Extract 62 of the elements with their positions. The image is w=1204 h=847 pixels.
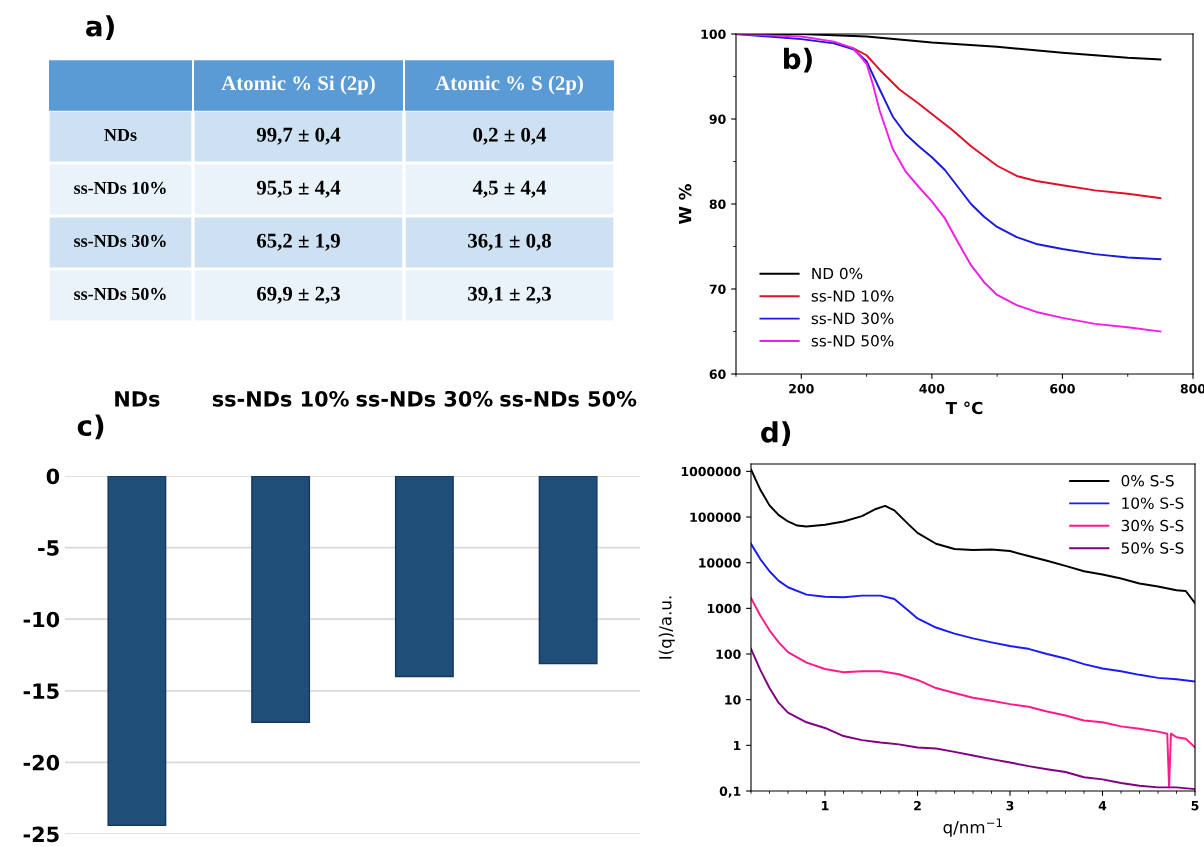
y-tick-label: 70: [709, 284, 726, 294]
legend-label: 0% S-S: [1121, 474, 1174, 487]
y-tick-label: -5: [38, 540, 59, 556]
x-tick-label: ss-NDs 30%: [356, 390, 493, 407]
y-tick-label: -10: [23, 611, 60, 628]
x-tick-label: ss-NDs 50%: [500, 390, 637, 407]
x-tick-label: 4: [1098, 801, 1107, 811]
y-axis-title: W %: [678, 184, 692, 224]
legend-label: ss-ND 50%: [811, 335, 894, 347]
y-tick-label: 1000: [707, 603, 741, 614]
x-tick-label: 3: [1006, 800, 1014, 811]
y-tick-label: 0: [46, 468, 60, 485]
text: 99,7 ± 0,4: [256, 127, 341, 145]
x-tick-label: 2: [914, 800, 921, 811]
y-tick-label: -20: [23, 754, 60, 771]
y-tick-label: -25: [23, 826, 59, 843]
category-label: ss-NDs 10%: [74, 181, 166, 195]
text: 65,2 ± 1,9: [257, 233, 340, 251]
category-label: ss-NDs 50%: [74, 287, 166, 301]
chart-title: d): [761, 421, 791, 446]
legend-label: ss-ND 10%: [811, 290, 894, 302]
text: 36,1 ± 0,8: [468, 233, 551, 251]
chart-title: b): [784, 47, 812, 73]
x-tick-label: NDs: [115, 391, 160, 407]
x-tick-label: 600: [1050, 383, 1075, 394]
y-tick-label: -15: [23, 683, 59, 700]
text: 0,2 ± 0,4: [473, 127, 547, 145]
x-axis-title: q/nm$^{−1}$: [943, 818, 1002, 837]
y-tick-label: 90: [709, 114, 726, 124]
text: a): [86, 15, 114, 40]
category-label: Atomic % Si (2p): [221, 75, 375, 95]
y-tick-label: 100: [716, 649, 741, 659]
text: 4,5 ± 4,4: [472, 180, 547, 198]
x-axis-title: T °C: [945, 401, 983, 415]
x-tick-label: 5: [1191, 801, 1199, 811]
text: 39,1 ± 2,3: [468, 286, 551, 304]
x-tick-label: 200: [789, 383, 814, 394]
legend-label: 10% S-S: [1122, 497, 1184, 509]
x-tick-label: 400: [919, 383, 945, 394]
chart-title: c): [77, 414, 104, 440]
text: 95,5 ± 4,4: [256, 180, 341, 198]
y-tick-label: 100: [701, 29, 726, 39]
y-tick-label: 0,1: [719, 786, 741, 798]
category-label: NDs: [104, 129, 137, 142]
y-tick-label: 1: [733, 740, 741, 751]
y-tick-label: 10000: [699, 558, 741, 568]
y-tick-label: 1000000: [681, 466, 741, 477]
x-tick-label: 1: [822, 801, 829, 811]
category-label: Atomic % S (2p): [435, 75, 583, 95]
y-tick-label: 60: [709, 369, 726, 379]
y-axis-title: I(q)/a.u.: [658, 596, 675, 659]
legend-label: 50% S-S: [1121, 542, 1184, 554]
y-tick-label: 100000: [690, 512, 741, 522]
y-tick-label: 10: [725, 695, 741, 705]
line-series: [751, 542, 1195, 683]
legend-label: ss-ND 30%: [811, 312, 894, 325]
y-tick-label: 80: [709, 199, 726, 209]
legend-label: 30% S-S: [1121, 519, 1184, 532]
text: 69,9 ± 2,3: [257, 286, 340, 304]
category-label: ss-NDs 30%: [74, 234, 166, 248]
x-tick-label: ss-NDs 10%: [212, 390, 349, 407]
legend-label: ND 0%: [812, 267, 863, 280]
